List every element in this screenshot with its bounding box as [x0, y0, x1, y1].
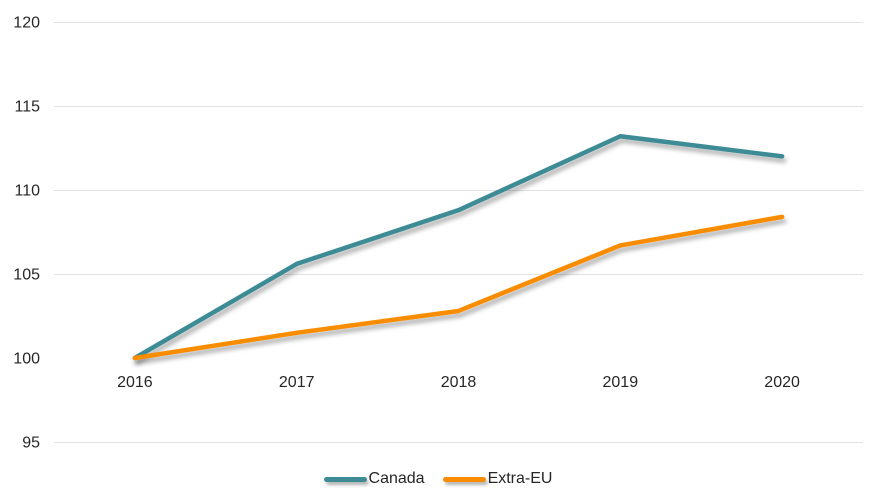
legend-label-extra-eu: Extra-EU [487, 470, 553, 487]
extra-eu-series-swatch [442, 476, 486, 482]
data-series [132, 133, 785, 361]
chart-legend: Canada Extra-EU [0, 471, 876, 487]
x-axis-tick-label-2020: 2020 [764, 374, 800, 391]
y-axis-labels: 120 115 110 105 100 95 [13, 15, 40, 452]
legend-label-canada: Canada [368, 470, 425, 487]
y-axis-tick-label-100: 100 [13, 351, 40, 368]
y-axis-tick-label-95: 95 [22, 435, 40, 452]
extra-eu-line-series [132, 214, 785, 361]
x-axis-tick-label-2016: 2016 [117, 374, 153, 391]
x-axis-labels: 2016 2017 2018 2019 2020 [117, 374, 800, 391]
legend-item-extra-eu: Extra-EU [442, 470, 553, 487]
x-axis-tick-label-2018: 2018 [441, 374, 477, 391]
gridlines [54, 22, 863, 443]
x-axis-tick-label-2017: 2017 [279, 374, 315, 391]
y-axis-tick-label-105: 105 [13, 267, 40, 284]
y-axis-tick-label-110: 110 [14, 183, 40, 200]
y-axis-tick-label-115: 115 [14, 99, 40, 116]
canada-line-series [132, 133, 785, 361]
legend-item-canada: Canada [323, 470, 425, 487]
x-axis-tick-label-2019: 2019 [603, 374, 639, 391]
y-axis-tick-label-120: 120 [13, 15, 40, 32]
canada-series-swatch [323, 476, 367, 482]
